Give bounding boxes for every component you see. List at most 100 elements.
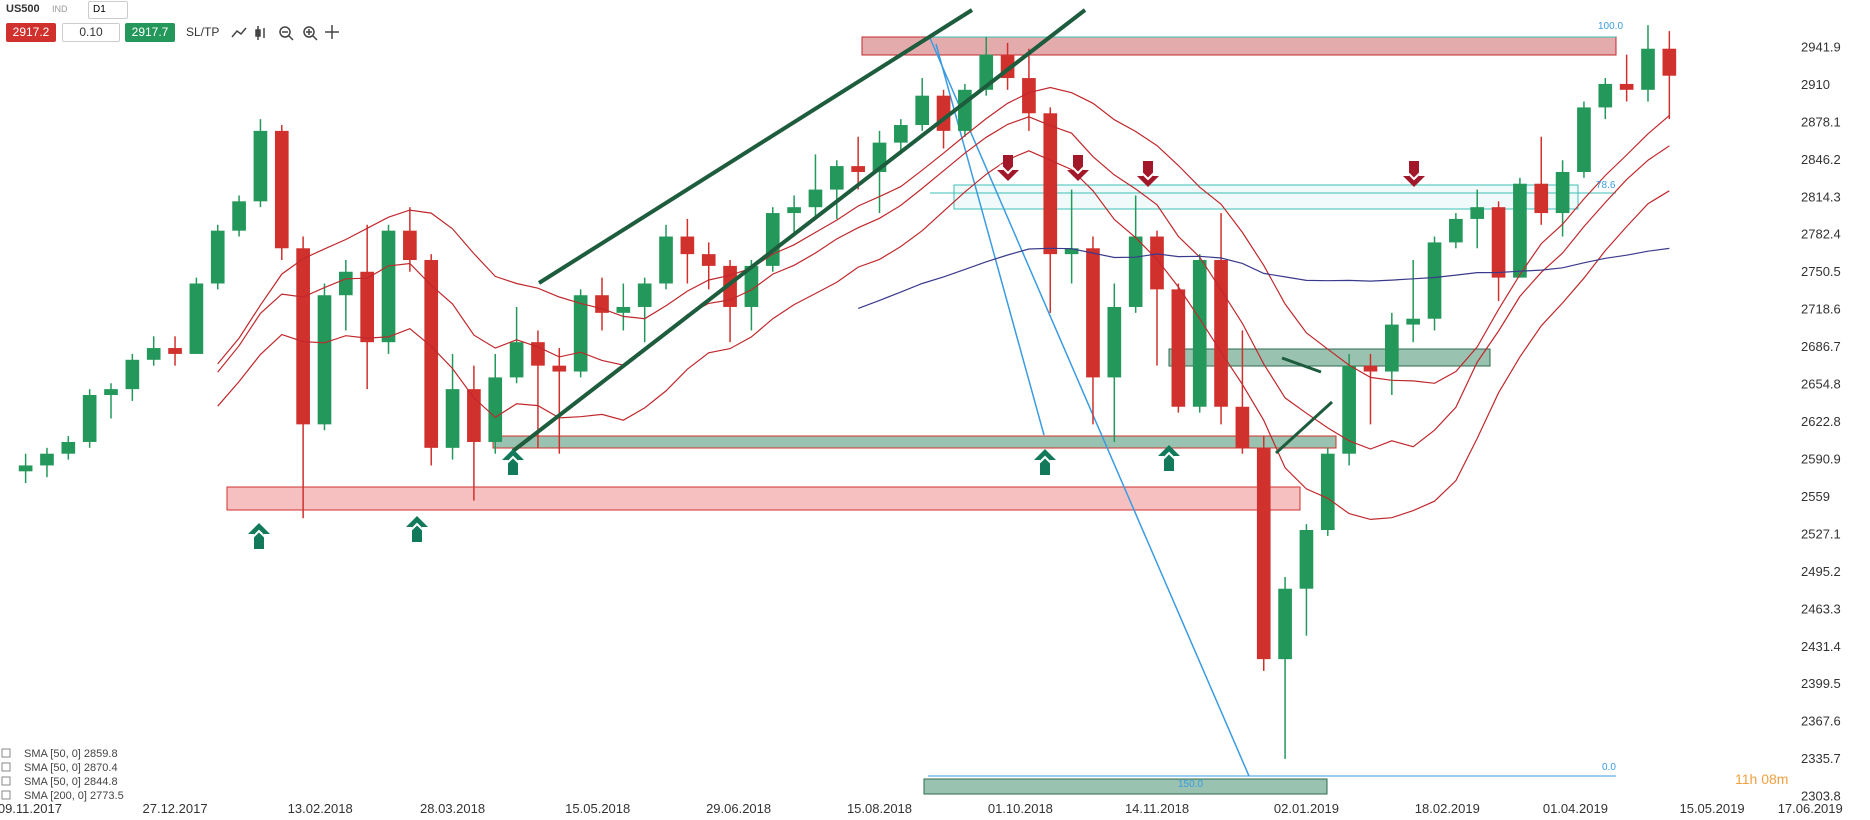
candle-body	[210, 230, 225, 284]
symbol[interactable]: US500	[6, 3, 40, 15]
candle-body	[381, 230, 396, 343]
legend-entry: SMA [50, 0] 2859.8	[24, 748, 118, 760]
x-tick-label: 15.08.2018	[847, 801, 912, 816]
candle-body	[552, 365, 567, 372]
candles	[18, 25, 1677, 759]
trend-line	[1274, 400, 1334, 455]
candle-body	[18, 465, 33, 472]
arrow-chevron	[1069, 164, 1087, 175]
candle-body	[958, 89, 972, 131]
candle-body	[445, 389, 460, 448]
x-tick-label: 02.01.2019	[1274, 801, 1339, 816]
y-tick-label: 2910	[1801, 77, 1830, 92]
sma-line	[217, 116, 1670, 450]
fib-label: 78.6	[1596, 180, 1616, 191]
line-tool[interactable]	[231, 27, 247, 38]
candle-body	[616, 306, 631, 313]
candle-body	[168, 348, 182, 354]
candle-body	[1256, 447, 1271, 660]
candle-body	[232, 201, 246, 231]
candle-body	[851, 166, 865, 172]
x-tick-label: 15.05.2019	[1679, 801, 1744, 816]
candle-body	[338, 271, 353, 296]
y-axis: 2941.9 2910 2878.1 2846.2 2814.3 2782.4 2750.5…	[1801, 39, 1841, 803]
x-tick-label: 28.03.2018	[420, 801, 485, 816]
y-tick-label: 2686.7	[1801, 339, 1841, 354]
resistance-zone	[1168, 348, 1491, 367]
candle-body	[146, 348, 161, 360]
candle-body	[1171, 289, 1186, 407]
crosshair[interactable]	[325, 25, 339, 39]
x-tick-label: 18.02.2019	[1415, 801, 1480, 816]
sma-line	[217, 150, 1670, 521]
candle-body	[317, 295, 332, 425]
candle-body	[1214, 260, 1228, 407]
y-tick-label: 2495.2	[1801, 564, 1841, 579]
candle-body	[360, 271, 374, 343]
y-tick-label: 2622.8	[1801, 414, 1841, 429]
y-tick-label: 2878.1	[1801, 114, 1841, 129]
candle-body	[403, 230, 417, 261]
arrow-chevron	[1139, 170, 1157, 181]
candle-body	[1427, 242, 1442, 319]
sltp-button[interactable]: SL/TP	[186, 25, 220, 39]
candle-body	[894, 125, 908, 143]
y-tick-label: 2527.1	[1801, 526, 1841, 541]
y-tick-label: 2590.9	[1801, 452, 1841, 467]
candle-body	[1577, 107, 1591, 172]
arrow-chevron	[1405, 170, 1423, 181]
support-zone	[226, 486, 1301, 511]
drawings	[511, 8, 1334, 455]
candle-body	[1449, 218, 1463, 243]
y-tick-label: 2335.7	[1801, 751, 1841, 766]
legend-entry: SMA [200, 0] 2773.5	[24, 790, 124, 802]
timeframe-select[interactable]: D1	[88, 1, 128, 19]
channel-line	[511, 8, 1087, 453]
candle-body	[1513, 183, 1527, 278]
down-arrow	[997, 155, 1019, 181]
arrow-chevron	[408, 522, 426, 533]
price-axis	[1790, 0, 1870, 800]
candle-body	[1235, 406, 1250, 448]
candle-body	[1022, 78, 1036, 114]
sell-button[interactable]: 2917.2	[6, 23, 56, 42]
buy-button[interactable]: 2917.7	[125, 23, 175, 42]
candle-body	[189, 283, 204, 354]
legend-icon	[1, 776, 11, 786]
sma-line	[857, 247, 1670, 309]
candle-body	[488, 377, 503, 442]
y-tick-label: 2559	[1801, 489, 1830, 504]
symbol-tag: IND	[52, 4, 68, 14]
volume-input[interactable]: 0.10	[62, 23, 120, 42]
zoom-out[interactable]	[279, 26, 294, 41]
candle-body	[61, 441, 76, 454]
trend-line	[929, 37, 1250, 777]
down-arrow	[1137, 161, 1159, 187]
candle-body	[296, 248, 310, 425]
resistance-zone	[861, 36, 1617, 56]
candle-body	[1086, 248, 1100, 378]
candle-body	[680, 236, 695, 255]
y-tick-label: 2431.4	[1801, 639, 1841, 654]
x-tick-label: 09.11.2017	[0, 801, 62, 816]
candle-body	[1320, 453, 1335, 531]
y-tick-label: 2654.8	[1801, 377, 1841, 392]
candle-body	[509, 342, 524, 378]
y-tick-label: 2303.8	[1801, 789, 1841, 804]
candle-body	[1278, 588, 1292, 660]
zoom-in[interactable]	[303, 26, 318, 41]
candle-body	[1534, 183, 1549, 214]
trend-line	[1281, 356, 1322, 374]
candle-tool[interactable]	[255, 26, 265, 40]
fib-label: 100.0	[1598, 21, 1623, 32]
down-arrow	[1067, 155, 1089, 181]
candle-body	[1299, 530, 1314, 589]
ask-price: 2917.7	[131, 25, 169, 39]
x-tick-label: 17.06.2019	[1778, 801, 1843, 816]
toolbar-icons	[231, 25, 339, 41]
x-tick-label: 27.12.2017	[143, 801, 208, 816]
candle-body	[1598, 83, 1613, 108]
